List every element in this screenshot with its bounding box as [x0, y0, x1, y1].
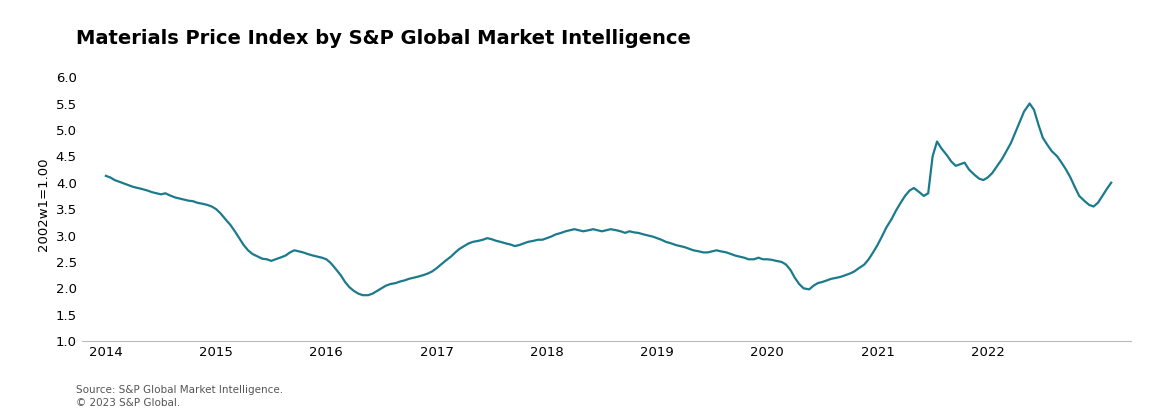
Text: Source: S&P Global Market Intelligence.: Source: S&P Global Market Intelligence. [76, 385, 283, 395]
Text: Materials Price Index by S&P Global Market Intelligence: Materials Price Index by S&P Global Mark… [76, 29, 690, 48]
Text: © 2023 S&P Global.: © 2023 S&P Global. [76, 398, 180, 408]
Y-axis label: 2002w1=1.00: 2002w1=1.00 [37, 157, 50, 250]
